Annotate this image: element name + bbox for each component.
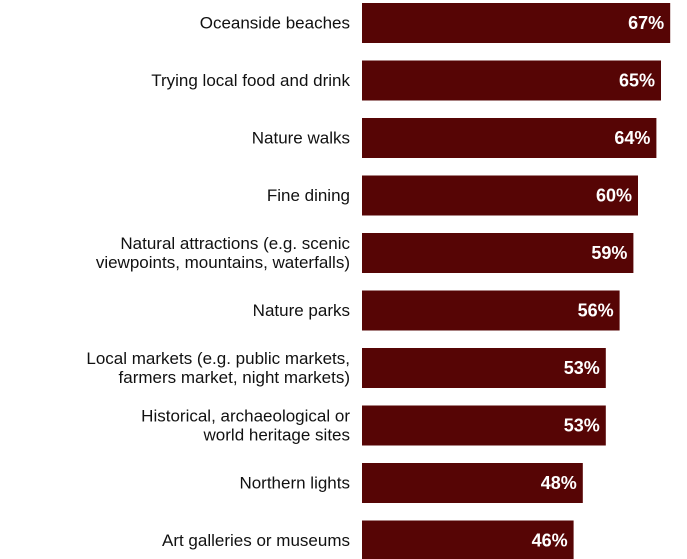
value-label-7: 53% bbox=[564, 416, 600, 436]
category-label-3-line-0: Fine dining bbox=[267, 186, 350, 205]
category-label-7-line-0: Historical, archaeological or bbox=[141, 407, 350, 426]
value-label-1: 65% bbox=[619, 71, 655, 91]
value-label-5: 56% bbox=[578, 301, 614, 321]
bar-4 bbox=[362, 233, 634, 273]
bar-3 bbox=[362, 175, 638, 216]
value-label-2: 64% bbox=[614, 128, 650, 148]
bar-5 bbox=[362, 290, 620, 331]
category-label-7-line-1: world heritage sites bbox=[203, 426, 350, 445]
category-label-0-line-0: Oceanside beaches bbox=[200, 14, 350, 33]
category-label-8-line-0: Northern lights bbox=[239, 474, 350, 493]
value-label-9: 46% bbox=[532, 531, 568, 551]
bar-8 bbox=[362, 463, 583, 503]
value-label-0: 67% bbox=[628, 13, 664, 33]
category-label-4-line-1: viewpoints, mountains, waterfalls) bbox=[96, 253, 350, 272]
value-label-4: 59% bbox=[591, 243, 627, 263]
bar-9 bbox=[362, 520, 574, 559]
category-label-1-line-0: Trying local food and drink bbox=[151, 71, 350, 90]
bar-0 bbox=[362, 3, 671, 43]
bar-1 bbox=[362, 60, 661, 101]
bar-7 bbox=[362, 405, 606, 446]
value-label-6: 53% bbox=[564, 358, 600, 378]
category-label-9-line-0: Art galleries or museums bbox=[162, 531, 350, 550]
value-label-8: 48% bbox=[541, 473, 577, 493]
category-label-5-line-0: Nature parks bbox=[253, 301, 350, 320]
category-label-6-line-0: Local markets (e.g. public markets, bbox=[86, 349, 350, 368]
bar-2 bbox=[362, 118, 657, 158]
category-label-2-line-0: Nature walks bbox=[252, 129, 350, 148]
bar-6 bbox=[362, 348, 606, 388]
category-label-4-line-0: Natural attractions (e.g. scenic bbox=[120, 234, 350, 253]
category-label-6-line-1: farmers market, night markets) bbox=[119, 368, 350, 387]
value-label-3: 60% bbox=[596, 186, 632, 206]
